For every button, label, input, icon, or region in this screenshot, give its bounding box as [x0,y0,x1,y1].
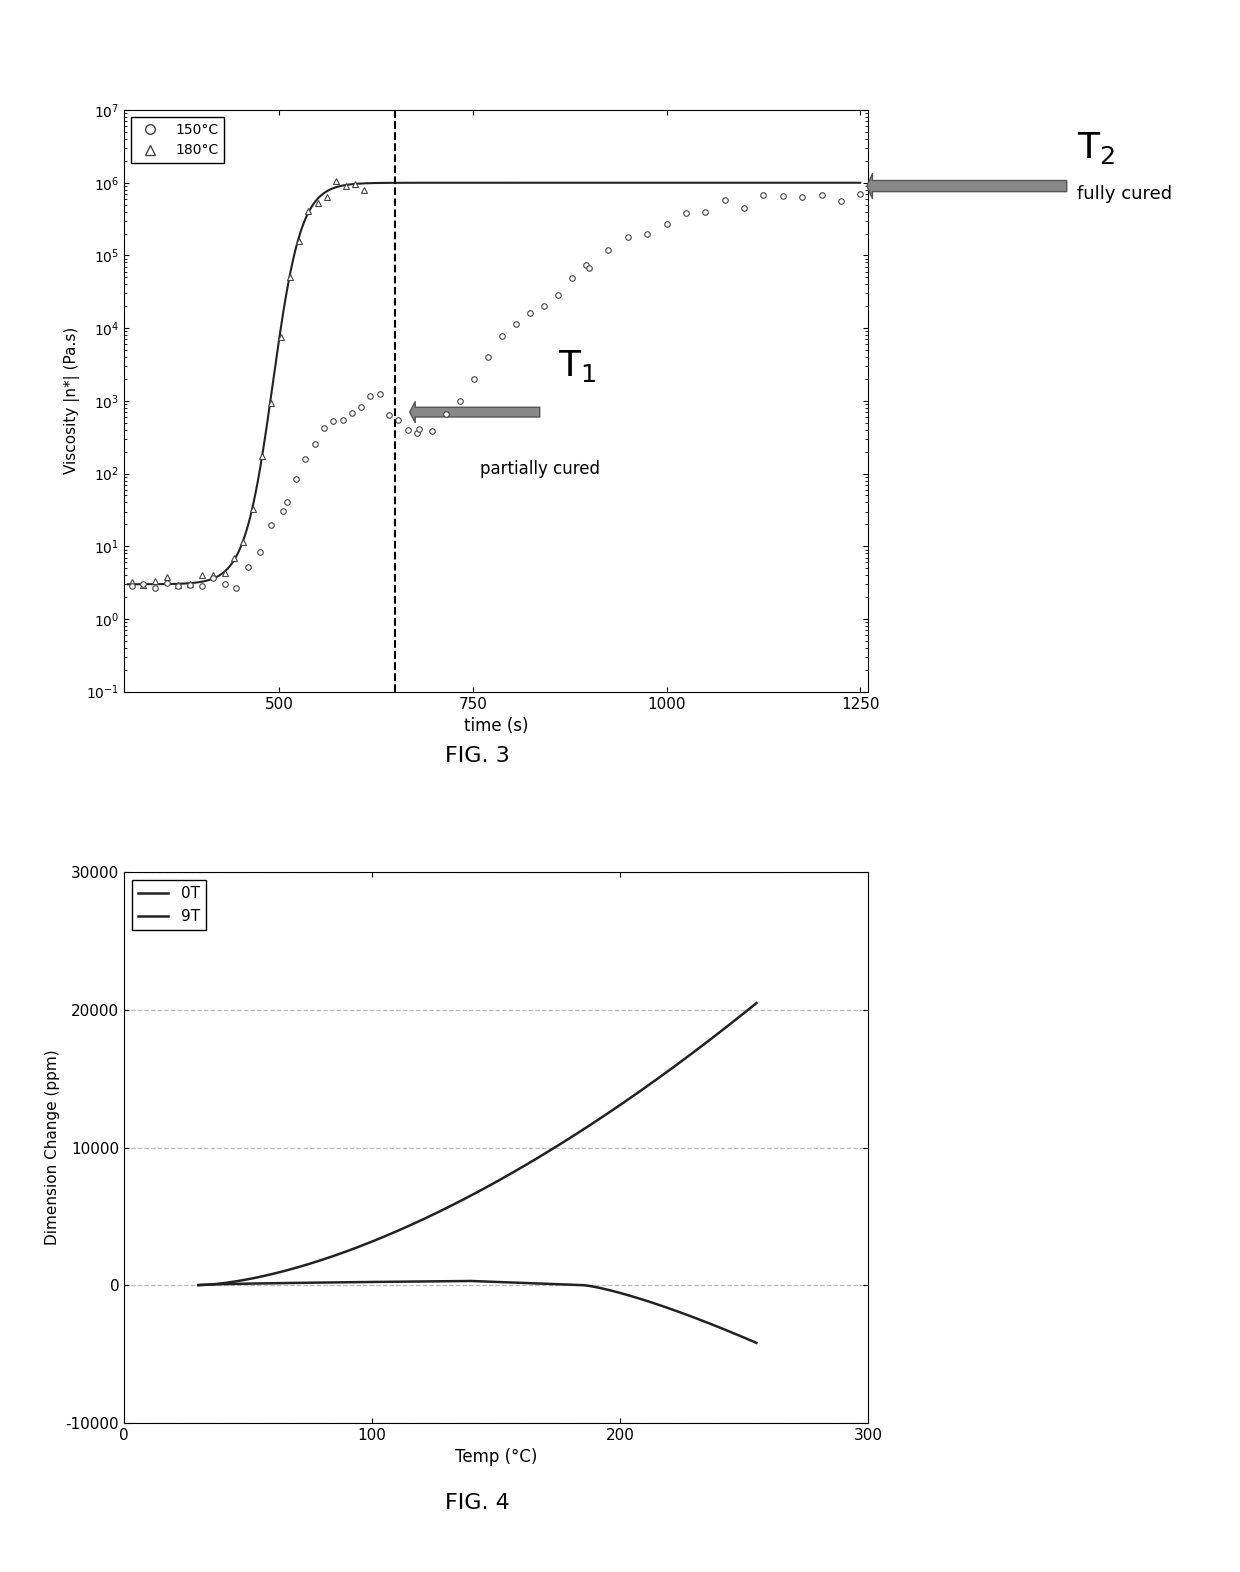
150°C [551,286,565,305]
180°C [236,533,250,552]
180°C [136,575,151,594]
150°C [124,577,139,596]
0T [749,994,764,1012]
180°C [310,193,325,212]
150°C [382,406,397,424]
Y-axis label: Dimension Change (ppm): Dimension Change (ppm) [45,1050,60,1245]
9T [564,1275,579,1294]
Text: $\mathregular{T_1}$: $\mathregular{T_1}$ [558,347,596,384]
9T [290,1273,305,1292]
Line: 150°C: 150°C [129,190,863,591]
Text: FIG. 3: FIG. 3 [445,747,510,767]
180°C [171,575,186,594]
180°C [159,567,174,586]
180°C [246,500,260,519]
0T [520,1155,534,1174]
X-axis label: Temp (°C): Temp (°C) [455,1448,537,1467]
9T [191,1276,206,1295]
180°C [273,327,288,346]
180°C [283,267,298,286]
Text: $\mathregular{T_2}$: $\mathregular{T_2}$ [1078,130,1116,167]
X-axis label: time (s): time (s) [464,717,528,736]
180°C [254,446,269,465]
180°C [347,174,362,193]
180°C [339,176,353,195]
150°C [298,450,312,468]
180°C [206,566,221,585]
180°C [264,393,279,412]
180°C [301,201,316,220]
150°C [853,184,868,203]
0T [191,1276,206,1295]
180°C [148,572,162,591]
9T [464,1272,479,1291]
Text: FIG. 4: FIG. 4 [445,1493,510,1514]
Line: 0T: 0T [198,1003,756,1286]
Line: 9T: 9T [198,1281,756,1342]
180°C [329,171,343,190]
180°C [320,187,335,206]
Text: partially cured: partially cured [481,459,600,478]
150°C [564,269,579,288]
180°C [124,572,139,591]
0T [290,1258,305,1276]
9T [521,1273,536,1292]
9T [749,1333,764,1352]
180°C [217,564,232,583]
9T [335,1273,350,1292]
180°C [291,231,306,250]
Legend: 150°C, 180°C: 150°C, 180°C [131,116,224,163]
180°C [357,181,372,200]
0T [564,1127,579,1146]
9T [613,1283,627,1302]
180°C [227,549,242,567]
Y-axis label: Viscosity |n*| (Pa.s): Viscosity |n*| (Pa.s) [64,327,81,475]
0T [444,1196,459,1215]
0T [335,1243,350,1262]
Legend: 0T, 9T: 0T, 9T [131,880,206,931]
150°C [171,577,186,596]
180°C [182,575,197,594]
Line: 180°C: 180°C [128,178,368,588]
150°C [159,574,174,593]
180°C [193,566,208,585]
0T [611,1097,626,1116]
Text: fully cured: fully cured [1078,185,1172,203]
150°C [148,578,162,597]
9T [444,1272,459,1291]
